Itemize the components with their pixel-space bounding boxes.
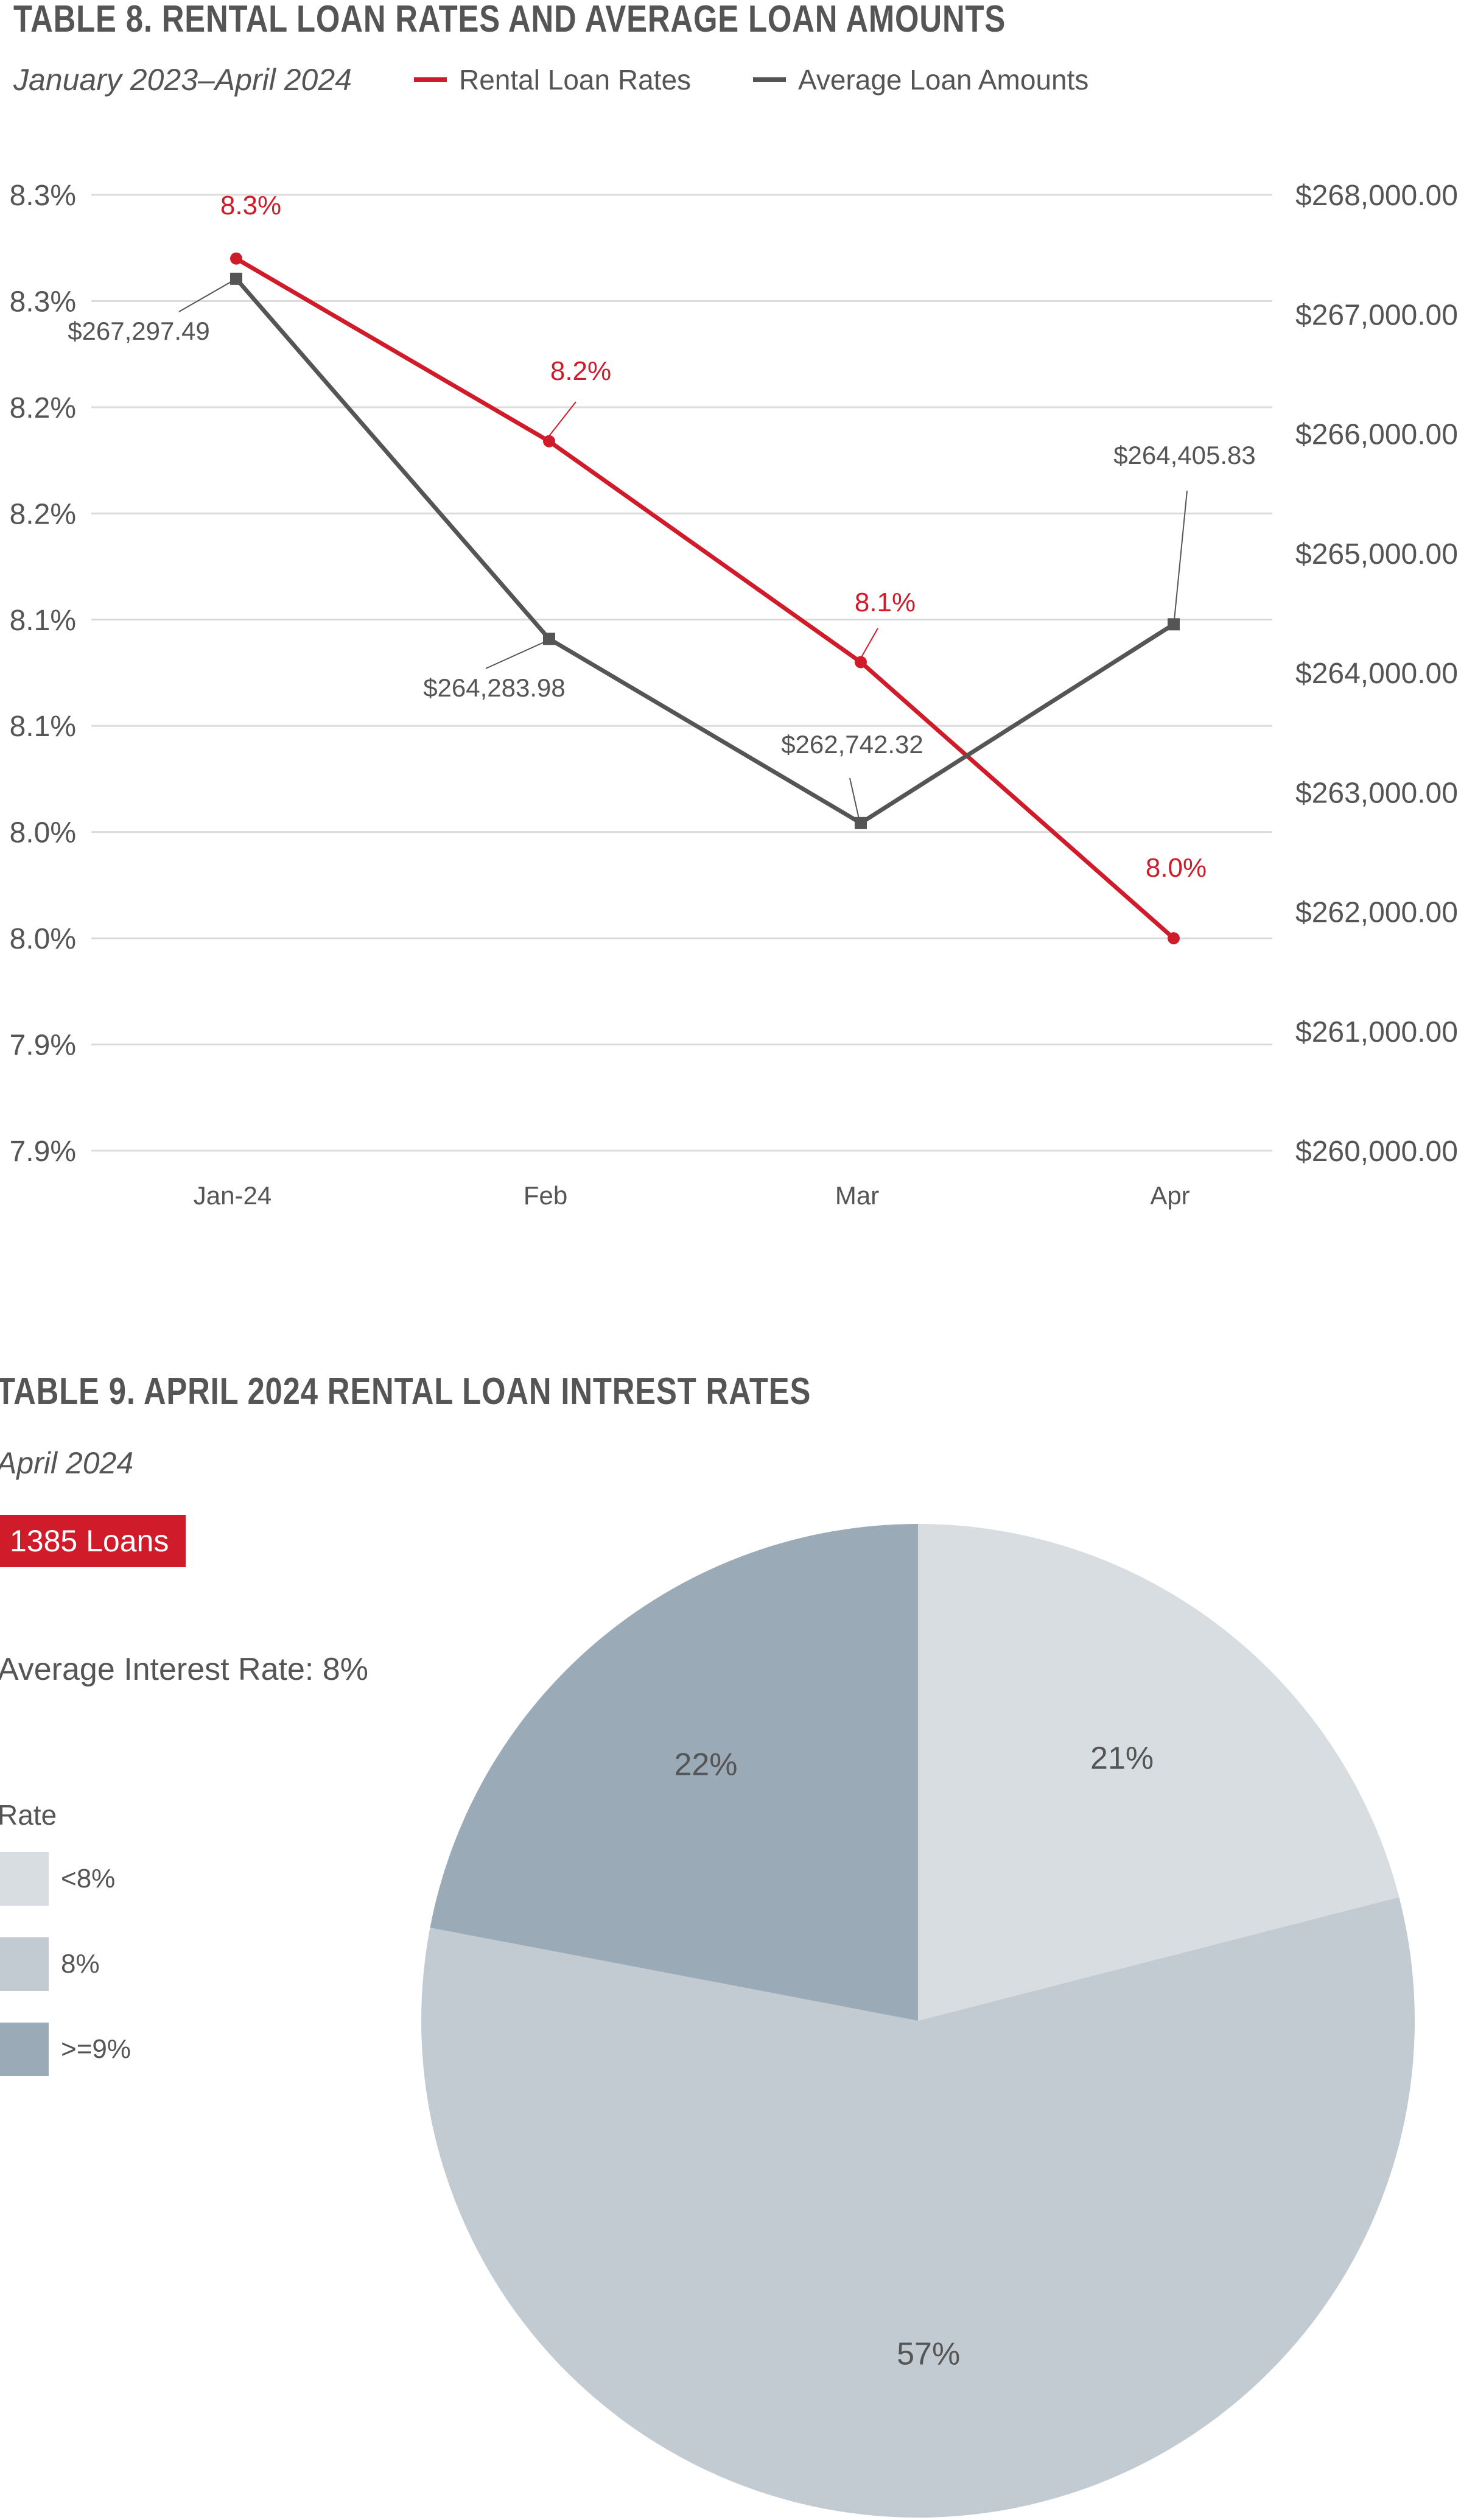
- pie-slice: [421, 1897, 1415, 2518]
- legend-rental-loan-rates: Rental Loan Rates: [414, 63, 691, 96]
- right-axis-tick-label: $260,000.00: [1295, 1135, 1458, 1168]
- data-label: 8.2%: [550, 356, 611, 386]
- x-axis-tick-label: Jan-24: [194, 1181, 272, 1210]
- pie-legend-item: >=9%: [0, 2023, 131, 2076]
- legend-label: Rental Loan Rates: [459, 64, 692, 96]
- right-axis-tick-label: $263,000.00: [1295, 777, 1458, 809]
- data-label-leader: [178, 278, 237, 312]
- x-axis-tick-label: Apr: [1150, 1181, 1189, 1210]
- legend-swatch: [0, 1852, 49, 1906]
- data-label-leader: [860, 628, 878, 659]
- left-axis-tick-label: 8.2%: [10, 392, 76, 424]
- legend-label: Average Loan Amounts: [798, 64, 1089, 96]
- legend-label: <8%: [61, 1864, 116, 1894]
- left-axis-tick-label: 8.3%: [10, 286, 76, 318]
- data-label-leader: [485, 639, 550, 669]
- left-axis-tick-label: 8.1%: [10, 711, 76, 743]
- pie-slice-label: 57%: [897, 2336, 960, 2371]
- legend-average-loan-amounts: Average Loan Amounts: [753, 63, 1088, 96]
- right-axis-tick-label: $265,000.00: [1295, 538, 1458, 570]
- right-axis-tick-label: $268,000.00: [1295, 180, 1458, 212]
- series-line: [234, 277, 1175, 826]
- data-label: $262,742.32: [781, 730, 923, 759]
- data-label-leader: [849, 777, 861, 827]
- data-label: $267,297.49: [68, 317, 210, 345]
- left-axis-tick-label: 8.3%: [10, 180, 76, 212]
- legend-swatch: [753, 77, 786, 82]
- pie-slice-label: 22%: [674, 1747, 737, 1783]
- right-axis-tick-label: $261,000.00: [1295, 1016, 1458, 1048]
- right-axis-tick-label: $267,000.00: [1295, 299, 1458, 331]
- x-axis-tick-label: Mar: [835, 1181, 879, 1210]
- data-point: [855, 816, 867, 829]
- table9-title: TABLE 9. APRIL 2024 RENTAL LOAN INTREST …: [0, 1371, 811, 1413]
- pie-slice: [430, 1524, 918, 2021]
- data-point: [230, 252, 242, 265]
- table8-title: TABLE 8. RENTAL LOAN RATES AND AVERAGE L…: [13, 0, 1006, 40]
- right-axis-tick-label: $262,000.00: [1295, 897, 1458, 929]
- data-point: [855, 656, 867, 669]
- series-line: [235, 256, 1175, 940]
- average-interest-rate: Average Interest Rate: 8%: [0, 1652, 368, 1687]
- pie-legend-item: 8%: [0, 1937, 100, 1991]
- data-point: [230, 272, 242, 285]
- data-label-leader: [548, 401, 576, 437]
- left-axis-tick-label: 8.0%: [10, 817, 76, 849]
- x-axis-tick-label: Feb: [524, 1181, 567, 1210]
- loans-count-badge: 1385 Loans: [0, 1515, 186, 1567]
- data-label: 8.0%: [1146, 853, 1207, 883]
- left-axis-tick-label: 8.2%: [10, 498, 76, 530]
- data-label-leader: [1173, 490, 1188, 626]
- data-label: 8.3%: [220, 191, 281, 220]
- data-label: $264,283.98: [423, 673, 566, 702]
- left-axis-tick-label: 7.9%: [10, 1030, 76, 1062]
- pie-slice: [918, 1524, 1400, 2021]
- legend-label: 8%: [61, 1949, 100, 1979]
- legend-label: >=9%: [61, 2034, 131, 2064]
- table8-subtitle: January 2023–April 2024: [13, 63, 352, 97]
- data-point: [543, 435, 555, 447]
- data-label: 8.1%: [855, 588, 916, 617]
- data-point: [543, 633, 555, 645]
- pie-slice-label: 21%: [1090, 1741, 1154, 1776]
- right-axis-tick-label: $266,000.00: [1295, 419, 1458, 451]
- pie-legend-item: <8%: [0, 1852, 115, 1906]
- legend-swatch: [0, 2023, 49, 2076]
- table9-subtitle: April 2024: [0, 1446, 134, 1480]
- data-point: [1168, 932, 1180, 945]
- legend-swatch: [414, 77, 447, 82]
- line-chart: 8.3% 8.3% 8.2% 8.2% 8.1% 8.1% 8.0% 8.0% 7.9% 7.9%…: [10, 180, 1458, 1210]
- pie-legend-title: Rate: [0, 1799, 57, 1831]
- left-axis-tick-label: 7.9%: [10, 1135, 76, 1168]
- data-label: $264,405.83: [1113, 441, 1256, 469]
- legend-swatch: [0, 1937, 49, 1991]
- pie-chart: 21% 57% 22%: [421, 1524, 1415, 2518]
- left-axis-tick-label: 8.1%: [10, 605, 76, 637]
- left-axis-tick-label: 8.0%: [10, 923, 76, 955]
- right-axis-tick-label: $264,000.00: [1295, 658, 1458, 690]
